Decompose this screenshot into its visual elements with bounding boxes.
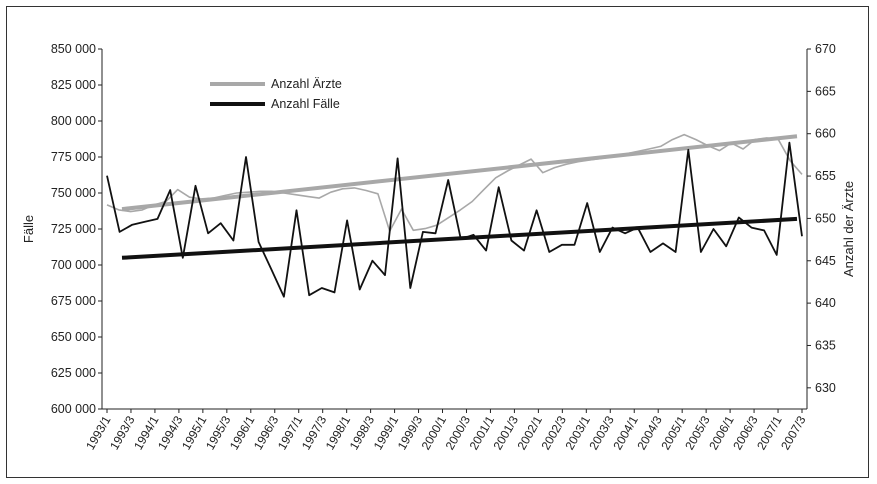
y-tick-label-right: 670 xyxy=(815,42,836,56)
y-axis-title: Fälle xyxy=(21,215,36,243)
y-tick-label-left: 600 000 xyxy=(51,402,96,416)
series-line-aerzte xyxy=(106,133,803,232)
plot-labels: 600 000 625 000 650 000 675 000 700 000 725 0… xyxy=(21,42,856,452)
chart-svg: 600 000 625 000 650 000 675 000 700 000 725 0… xyxy=(21,42,856,452)
y-tick-label-right: 640 xyxy=(815,296,836,310)
y-tick-label-right: 645 xyxy=(815,254,836,268)
y-tick-label-left: 800 000 xyxy=(51,114,96,128)
series-line-faelle xyxy=(106,141,803,298)
y-tick-label-left: 775 000 xyxy=(51,150,96,164)
y-tick-label-right: 665 xyxy=(815,84,836,98)
y-tick-label-left: 825 000 xyxy=(51,78,96,92)
trend-line-faelle xyxy=(121,216,798,260)
plot-series xyxy=(106,133,803,298)
plot-axes xyxy=(98,48,811,413)
y-tick-label-left: 750 000 xyxy=(51,186,96,200)
y2-axis-title: Anzahl der Ärzte xyxy=(841,181,856,277)
y-tick-label-right: 650 xyxy=(815,211,836,225)
y-tick-label-left: 675 000 xyxy=(51,294,96,308)
legend-label: Anzahl Fälle xyxy=(271,97,340,111)
y-tick-label-right: 660 xyxy=(815,127,836,141)
x-tick-label: 2007/3 xyxy=(778,413,809,452)
legend-label: Anzahl Ärzte xyxy=(271,77,342,91)
chart-frame: 600 000 625 000 650 000 675 000 700 000 725 0… xyxy=(6,6,869,478)
trend-line-aerzte xyxy=(121,134,798,212)
legend: Anzahl Ärzte Anzahl Fälle xyxy=(210,77,342,111)
y-tick-label-right: 630 xyxy=(815,381,836,395)
y-tick-label-left: 850 000 xyxy=(51,42,96,56)
y-tick-label-right: 655 xyxy=(815,169,836,183)
y-tick-label-left: 700 000 xyxy=(51,258,96,272)
y-tick-label-left: 625 000 xyxy=(51,366,96,380)
y-tick-label-right: 635 xyxy=(815,338,836,352)
y-tick-label-left: 650 000 xyxy=(51,330,96,344)
y-tick-label-left: 725 000 xyxy=(51,222,96,236)
